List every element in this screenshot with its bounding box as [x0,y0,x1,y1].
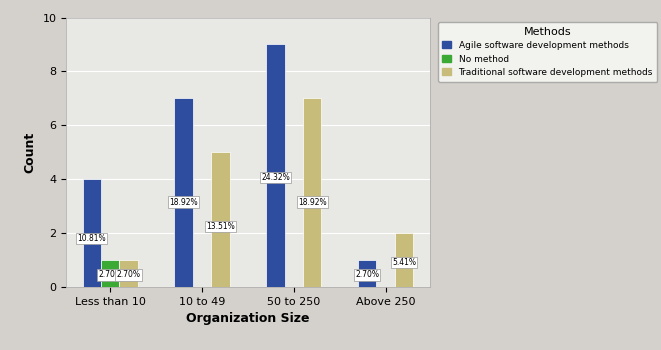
Bar [211,152,229,287]
Text: 2.70%: 2.70% [98,270,122,279]
Y-axis label: Count: Count [24,132,37,173]
Bar [101,260,120,287]
Bar [266,44,285,287]
Bar [303,98,321,287]
Text: 5.41%: 5.41% [392,258,416,267]
Text: 2.70%: 2.70% [116,270,141,279]
Text: 18.92%: 18.92% [298,198,327,206]
Bar [175,98,193,287]
X-axis label: Organization Size: Organization Size [186,312,309,325]
Text: 10.81%: 10.81% [77,234,106,243]
Bar [358,260,376,287]
Bar [395,233,413,287]
Legend: Agile software development methods, No method, Traditional software development : Agile software development methods, No m… [438,22,658,82]
Text: 2.70%: 2.70% [355,270,379,279]
Text: 13.51%: 13.51% [206,222,235,231]
Text: 18.92%: 18.92% [169,198,198,206]
Bar [83,179,101,287]
Bar [120,260,137,287]
Text: 24.32%: 24.32% [261,173,290,182]
